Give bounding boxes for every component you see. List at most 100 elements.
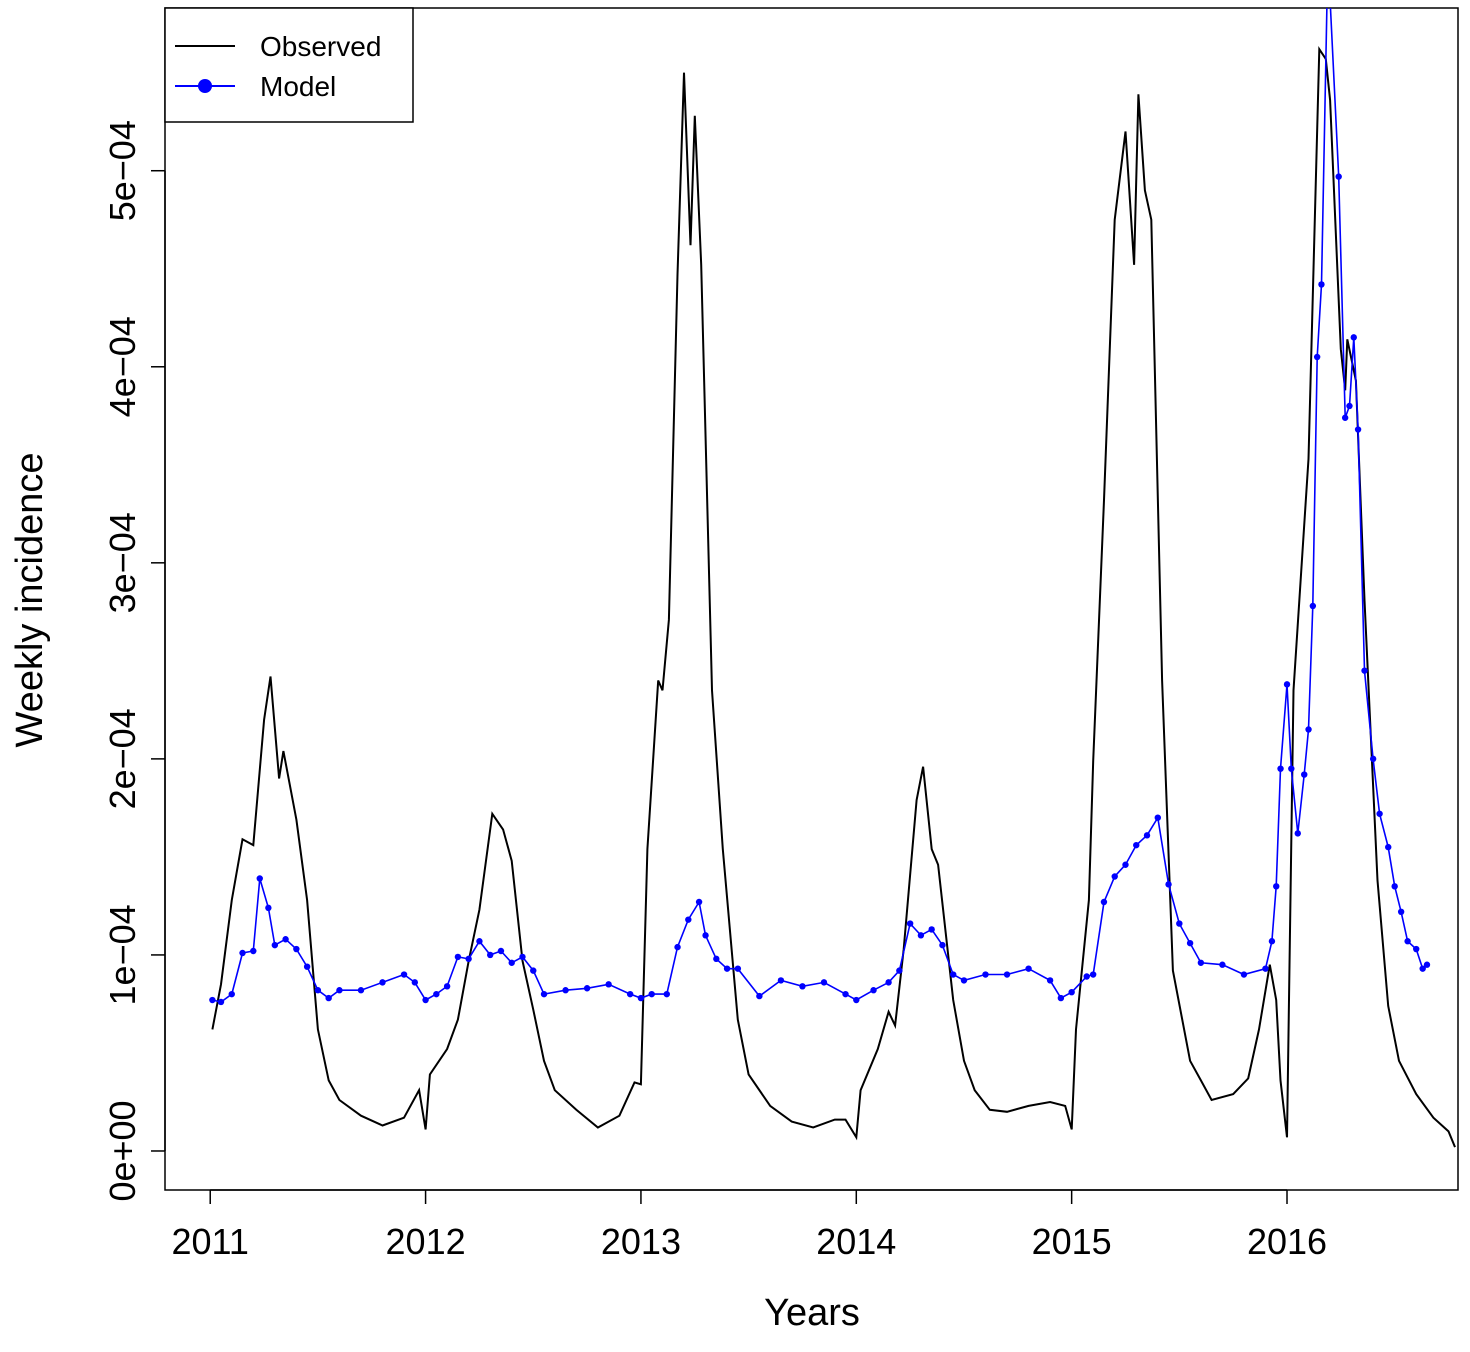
series-point (723, 965, 731, 972)
plot-area (209, 8, 1456, 1148)
series-point (605, 981, 612, 988)
series-point (853, 996, 860, 1004)
series-point (1288, 765, 1295, 772)
series-point (906, 920, 914, 927)
series-point (1057, 994, 1065, 1002)
series-point (293, 945, 300, 953)
series-point (228, 990, 235, 998)
series-point (1268, 938, 1276, 945)
series-point (271, 941, 279, 949)
x-tick-label: 2015 (1032, 1221, 1112, 1262)
series-point (325, 994, 332, 1002)
series-point (1186, 939, 1194, 947)
series-point (1176, 920, 1183, 927)
series-point (1397, 908, 1405, 916)
series-line (211, 46, 1456, 1148)
series-point (239, 949, 246, 957)
series-point (433, 990, 440, 998)
series-point (250, 947, 257, 955)
series-point (303, 963, 311, 970)
series-point (1413, 945, 1420, 953)
legend-box (164, 7, 414, 123)
series-point (1068, 988, 1075, 996)
series-point (885, 979, 892, 986)
series-point (1313, 353, 1321, 361)
series-point (1369, 755, 1377, 763)
series-point (400, 971, 408, 978)
series-point (1154, 814, 1161, 821)
series-point (1219, 961, 1226, 968)
series-point (1283, 681, 1291, 688)
y-tick-label: 2e−04 (102, 708, 143, 809)
series-point (1376, 810, 1383, 817)
series-point (685, 916, 692, 923)
series-point (695, 898, 703, 906)
series-point (1354, 426, 1362, 433)
series-point (1111, 873, 1118, 880)
series-point (939, 941, 946, 949)
series-point (1046, 977, 1054, 984)
series-point (1197, 959, 1205, 966)
series-point (1100, 898, 1108, 906)
series-point (663, 990, 670, 998)
series-point (1277, 765, 1284, 772)
y-tick-label: 1e−04 (102, 904, 143, 1005)
series-point (1305, 726, 1312, 733)
series-point (674, 943, 681, 951)
series-point (1346, 402, 1353, 410)
series-point (1122, 861, 1129, 868)
series-point (1133, 841, 1140, 849)
series-point (1318, 281, 1325, 288)
series-point (896, 967, 903, 974)
series-point (842, 990, 849, 998)
series-point (1309, 602, 1317, 610)
series-point (982, 971, 989, 978)
series-point (1404, 938, 1411, 945)
series-point (637, 994, 645, 1002)
series-point (379, 979, 386, 986)
series-point (950, 971, 957, 978)
series-point (626, 990, 634, 998)
series-point (1165, 881, 1172, 888)
series-point (1301, 771, 1308, 778)
series-point (336, 987, 343, 994)
legend-marker (198, 79, 212, 93)
legend-label: Observed (260, 31, 381, 62)
y-tick-label: 0e+00 (102, 1100, 143, 1201)
series-point (454, 953, 462, 961)
series-point (756, 992, 763, 1000)
series-point (583, 985, 591, 992)
series-point (1003, 971, 1011, 978)
series-point (486, 951, 494, 959)
series-point (734, 965, 742, 972)
series-point (540, 990, 548, 998)
series-point (1423, 961, 1431, 968)
series-point (443, 983, 451, 990)
series-point (357, 987, 365, 994)
x-tick-label: 2011 (172, 1221, 249, 1262)
series-point (465, 955, 472, 963)
series-point (562, 987, 569, 994)
series-point (422, 996, 429, 1004)
series-point (1335, 173, 1342, 180)
series-point (508, 959, 515, 966)
series-point (1391, 883, 1398, 890)
series-point (1240, 971, 1248, 978)
series-point (928, 926, 935, 933)
series-point (648, 990, 655, 998)
series-point (777, 977, 785, 984)
x-axis-label: Years (764, 1292, 860, 1334)
plot-frame (164, 7, 1459, 1191)
series-point (314, 987, 322, 994)
series-point (497, 947, 505, 955)
series-point (917, 932, 925, 939)
series-point (1089, 971, 1097, 978)
series-point (265, 904, 272, 912)
series-point (870, 987, 877, 994)
series-point (1143, 832, 1151, 839)
series-point (209, 996, 216, 1004)
x-tick-label: 2012 (386, 1221, 466, 1262)
y-axis-label: Weekly incidence (9, 452, 51, 747)
